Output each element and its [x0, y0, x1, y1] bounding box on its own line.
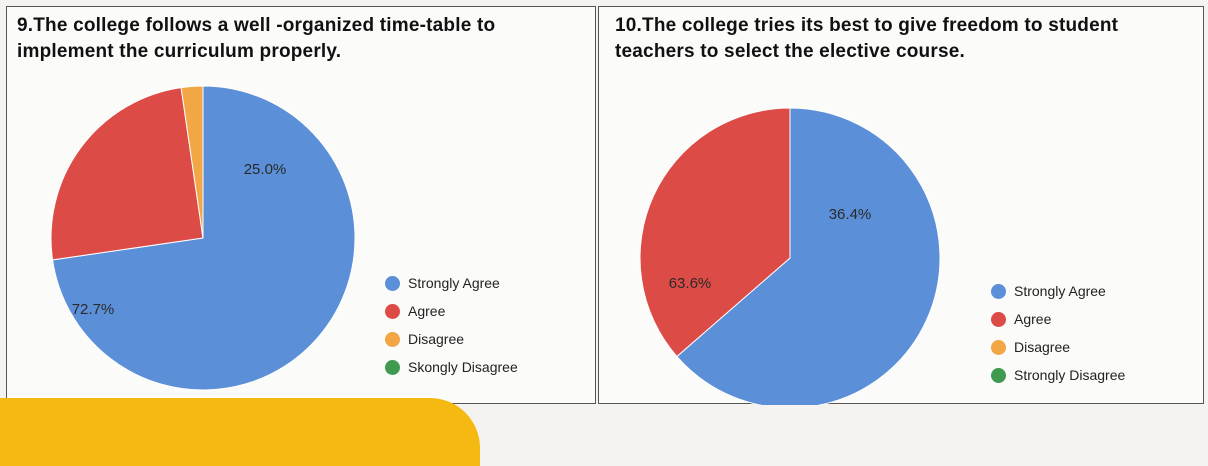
- legend-item-disagree: Disagree: [385, 325, 518, 353]
- legend-item-strongly-agree: Strongly Agree: [385, 269, 518, 297]
- legend-label: Disagree: [1014, 339, 1071, 355]
- legend-item-agree: Agree: [991, 305, 1125, 333]
- legend-item-strongly-agree: Strongly Agree: [991, 277, 1125, 305]
- slice-label-agree: 36.4%: [829, 206, 872, 223]
- legend-label: Disagree: [408, 331, 465, 347]
- pie-slice-agree: [639, 107, 791, 358]
- legend-item-strongly-disagree: Strongly Disagree: [991, 361, 1125, 389]
- pie-slice-agree: [50, 87, 204, 261]
- chart-panel-q10: 10.The college tries its best to give fr…: [598, 6, 1204, 405]
- slice-label-strongly-agree: 72.7%: [72, 301, 115, 318]
- legend-swatch: [385, 331, 400, 347]
- legend-item-strongly-disagree: Skongly Disagree: [385, 353, 518, 381]
- legend: Strongly Agree Agree Disagree Skongly Di…: [385, 269, 518, 381]
- legend-label: Skongly Disagree: [408, 359, 518, 375]
- legend-swatch: [385, 275, 400, 291]
- legend-swatch: [991, 339, 1006, 355]
- chart-title: 10.The college tries its best to give fr…: [615, 15, 1119, 62]
- chart-title: 9.The college follows a well -organized …: [17, 15, 496, 62]
- legend-label: Agree: [408, 303, 446, 319]
- slice-label-strongly-agree: 63.6%: [669, 275, 712, 292]
- legend-swatch: [991, 283, 1006, 299]
- legend-label: Agree: [1014, 311, 1052, 327]
- pie-slice-strongly-agree: [52, 85, 356, 391]
- pie-chart-q9: 72.7% 25.0%: [50, 85, 356, 391]
- slice-label-agree: 25.0%: [244, 161, 287, 178]
- legend-label: Strongly Disagree: [1014, 367, 1126, 383]
- chart-panel-q9: 9.The college follows a well -organized …: [6, 6, 596, 404]
- legend-swatch: [991, 367, 1006, 383]
- legend-swatch: [385, 359, 400, 375]
- pie-chart-q10: 63.6% 36.4%: [639, 107, 941, 405]
- legend: Strongly Agree Agree Disagree Strongly D…: [991, 277, 1125, 389]
- legend-item-disagree: Disagree: [991, 333, 1125, 361]
- legend-item-agree: Agree: [385, 297, 518, 325]
- pie-slice-strongly-agree: [676, 107, 941, 405]
- legend-label: Strongly Agree: [1014, 283, 1106, 299]
- legend-swatch: [991, 311, 1006, 327]
- legend-label: Strongly Agree: [408, 275, 500, 291]
- yellow-sticker-decoration: [0, 398, 480, 466]
- pie-slice-disagree: [180, 85, 204, 239]
- legend-swatch: [385, 303, 400, 319]
